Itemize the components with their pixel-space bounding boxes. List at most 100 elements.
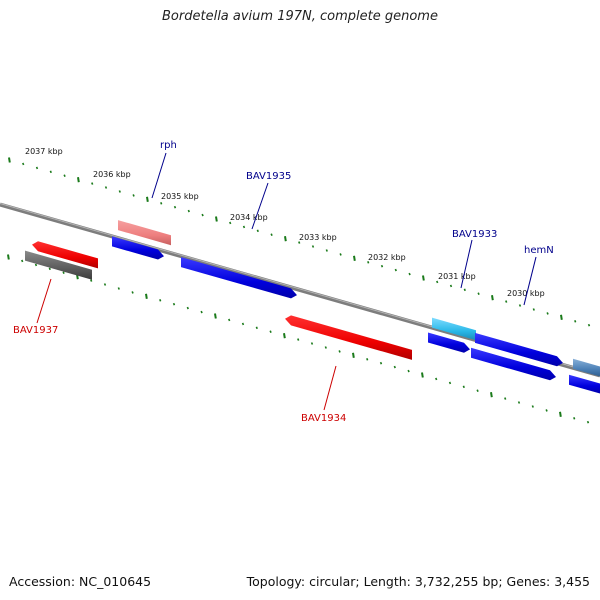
gene-arrow-bav-gray-1[interactable] — [25, 250, 92, 280]
minor-tick — [394, 268, 397, 272]
tick-label-2031: 2031 kbp — [438, 272, 476, 281]
minor-tick — [532, 308, 535, 311]
minor-tick — [476, 389, 479, 392]
leader-bav1937 — [36, 278, 52, 324]
minor-tick — [380, 264, 384, 268]
gene-arrow-bav1935[interactable] — [181, 257, 297, 299]
minor-tick — [449, 284, 453, 288]
gene-label-bav1933[interactable]: BAV1933 — [452, 229, 497, 240]
minor-tick — [338, 350, 341, 353]
minor-tick — [160, 202, 163, 205]
gene-label-bav1935[interactable]: BAV1935 — [246, 171, 291, 182]
minor-tick — [270, 233, 273, 236]
minor-tick — [546, 312, 549, 315]
minor-tick — [131, 291, 134, 294]
tick-label-2034: 2034 kbp — [230, 213, 268, 222]
minor-tick — [63, 174, 66, 177]
minor-tick — [517, 401, 521, 404]
minor-tick — [90, 279, 93, 282]
minor-tick — [104, 186, 108, 189]
gene-arrow-hemn[interactable] — [475, 332, 563, 367]
minor-tick — [62, 271, 65, 274]
minor-tick — [504, 397, 507, 400]
gene-arrow-rph-rna[interactable] — [118, 220, 171, 246]
minor-tick — [573, 417, 576, 420]
minor-tick — [228, 318, 231, 322]
minor-tick — [241, 322, 245, 326]
major-tick — [559, 411, 562, 417]
minor-tick — [186, 306, 189, 310]
tick-label-2037: 2037 kbp — [25, 147, 63, 156]
major-tick — [421, 372, 424, 378]
major-tick — [283, 333, 286, 339]
major-tick — [214, 313, 217, 319]
major-tick — [284, 236, 287, 242]
minor-tick — [393, 365, 396, 369]
minor-tick — [311, 245, 315, 248]
leader-bav1934 — [323, 365, 337, 411]
leader-bav1935 — [251, 182, 269, 230]
major-tick — [215, 216, 218, 222]
minor-tick — [325, 249, 328, 252]
minor-tick — [298, 241, 301, 244]
minor-tick — [339, 253, 342, 256]
outer-tick-row — [8, 157, 591, 327]
minor-tick — [91, 182, 94, 185]
leader-hemn — [523, 256, 537, 306]
accession-text: Accession: NC_010645 — [9, 574, 152, 589]
gene-arrow-bav1933[interactable] — [432, 317, 476, 341]
minor-tick — [545, 409, 548, 412]
minor-tick — [173, 205, 177, 209]
minor-tick — [586, 420, 590, 424]
minor-tick — [229, 221, 232, 225]
minor-tick — [35, 166, 39, 170]
gene-label-bav1937[interactable]: BAV1937 — [13, 325, 58, 336]
minor-tick — [48, 267, 51, 271]
major-tick — [77, 177, 80, 183]
gene-arrow-rph[interactable] — [112, 236, 164, 260]
major-tick — [560, 314, 563, 320]
gene-arrow-edge-2[interactable] — [569, 374, 600, 394]
minor-tick — [201, 213, 204, 217]
minor-tick — [462, 385, 465, 389]
minor-tick — [255, 326, 258, 330]
minor-tick — [22, 162, 25, 166]
minor-tick — [463, 288, 466, 292]
gene-arrow-bav1933-cds[interactable] — [428, 332, 470, 353]
minor-tick — [269, 330, 272, 333]
minor-tick — [436, 280, 439, 284]
minor-tick — [408, 272, 411, 276]
minor-tick — [118, 190, 121, 193]
inner-tick-row — [7, 254, 590, 424]
gene-features — [25, 220, 600, 394]
gene-arrow-bav1937[interactable] — [32, 241, 98, 269]
minor-tick — [256, 229, 259, 233]
leader-rph — [151, 152, 167, 199]
minor-tick — [518, 304, 522, 307]
tick-label-2030: 2030 kbp — [507, 289, 545, 298]
minor-tick — [132, 194, 135, 197]
minor-tick — [159, 299, 162, 302]
major-tick — [490, 392, 493, 398]
major-tick — [491, 295, 494, 301]
gene-label-rph[interactable]: rph — [160, 140, 177, 151]
map-title: Bordetella avium 197N, complete genome — [162, 9, 438, 24]
minor-tick — [324, 346, 327, 349]
minor-tick — [477, 292, 480, 295]
minor-tick — [574, 320, 577, 323]
minor-tick — [103, 283, 107, 286]
gene-label-hemn[interactable]: hemN — [524, 245, 554, 256]
minor-tick — [366, 358, 369, 361]
tick-label-2032: 2032 kbp — [368, 253, 406, 262]
minor-tick — [435, 377, 438, 381]
major-tick — [146, 196, 149, 202]
minor-tick — [242, 225, 246, 229]
gene-label-bav1934[interactable]: BAV1934 — [301, 413, 346, 424]
gene-arrow-hemn-2[interactable] — [471, 347, 556, 381]
gene-arrow-bav1934[interactable] — [285, 315, 412, 360]
gene-arrow-edge-1[interactable] — [573, 358, 600, 377]
tick-label-2035: 2035 kbp — [161, 192, 199, 201]
minor-tick — [49, 170, 52, 174]
minor-tick — [531, 405, 534, 408]
genome-summary-text: Topology: circular; Length: 3,732,255 bp… — [246, 574, 590, 589]
